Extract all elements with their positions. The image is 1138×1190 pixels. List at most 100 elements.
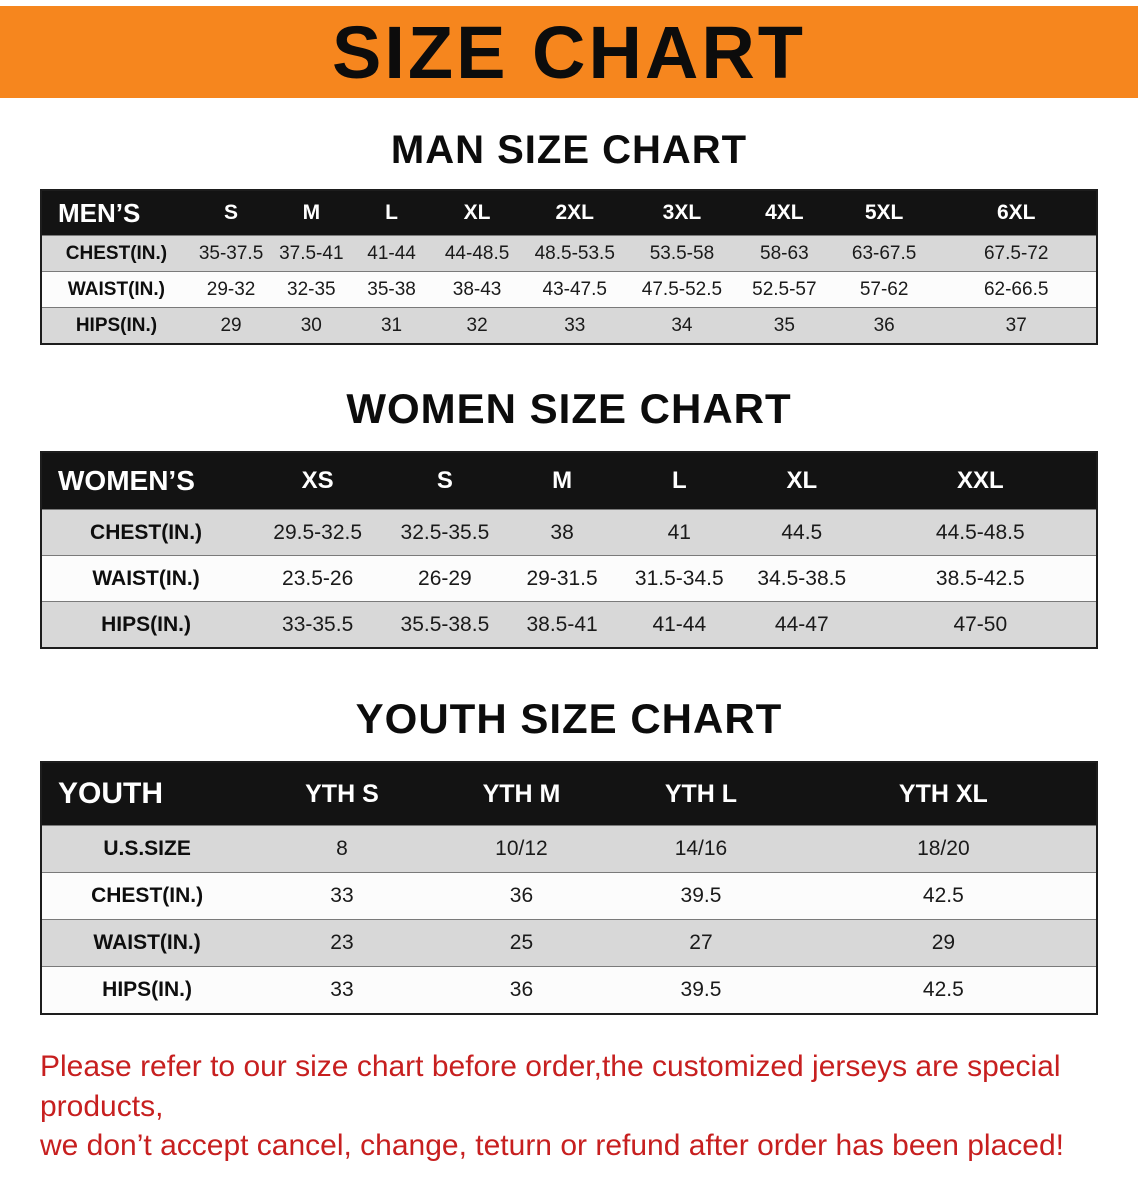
size-chart-page: SIZE CHART MAN SIZE CHART MEN’S S M L XL 2XL 3…: [0, 6, 1138, 1166]
size-cell: 52.5-57: [752, 278, 817, 300]
size-cell: 25: [509, 931, 534, 954]
size-cell: 10/12: [495, 837, 548, 860]
table-row: CHEST(IN.) 29.5-32.5 32.5-35.5 38 41 44.5 44.5…: [41, 509, 1097, 556]
col-header: XXL: [864, 452, 1097, 510]
col-header: YTH XL: [790, 762, 1097, 826]
col-header: 6XL: [936, 190, 1097, 236]
footer-notice: Please refer to our size chart before or…: [40, 1047, 1102, 1166]
col-header: 5XL: [831, 190, 937, 236]
size-cell: 63-67.5: [851, 242, 917, 264]
size-cell: 31.5-34.5: [634, 566, 724, 590]
col-header: 4XL: [736, 190, 832, 236]
women-header-label: WOMEN’S: [41, 452, 251, 510]
size-cell: 29: [931, 931, 956, 954]
size-cell: 44.5-48.5: [935, 520, 1025, 544]
size-cell: 36: [873, 314, 895, 336]
size-cell: 23.5-26: [282, 566, 354, 590]
size-cell: 36: [509, 884, 534, 907]
row-label: CHEST(IN.): [90, 520, 203, 544]
col-header: M: [271, 190, 352, 236]
col-header: 2XL: [522, 190, 628, 236]
row-label: WAIST(IN.): [67, 278, 166, 300]
col-header: XL: [431, 190, 523, 236]
women-table-header: WOMEN’S XS S M L XL XXL: [41, 452, 1097, 510]
youth-table-body: U.S.SIZE 8 10/12 14/16 18/20 CHEST(IN.) 33 36 39…: [41, 825, 1097, 1014]
youth-section-heading: YOUTH SIZE CHART: [355, 695, 783, 742]
women-table-body: CHEST(IN.) 29.5-32.5 32.5-35.5 38 41 44.5 44.5…: [41, 509, 1097, 648]
size-cell: 38: [550, 520, 574, 544]
col-header: S: [385, 452, 505, 510]
table-row: WAIST(IN.) 29-32 32-35 35-38 38-43 43-47.5 47.…: [41, 271, 1097, 308]
youth-table-header: YOUTH YTH S YTH M YTH L YTH XL: [41, 762, 1097, 826]
table-row: HIPS(IN.) 33-35.5 35.5-38.5 38.5-41 41-44 44-…: [41, 601, 1097, 648]
row-label: WAIST(IN.): [93, 931, 201, 954]
size-cell: 39.5: [680, 978, 722, 1001]
table-row: U.S.SIZE 8 10/12 14/16 18/20: [41, 825, 1097, 873]
size-cell: 29-32: [206, 278, 256, 300]
col-header: L: [619, 452, 739, 510]
row-label: HIPS(IN.): [102, 978, 193, 1001]
col-header: XL: [738, 452, 865, 510]
row-label: WAIST(IN.): [92, 566, 200, 590]
col-header: YTH L: [611, 762, 791, 826]
size-cell: 29.5-32.5: [273, 520, 363, 544]
size-cell: 42.5: [922, 884, 964, 907]
size-cell: 29-31.5: [526, 566, 598, 590]
row-label: HIPS(IN.): [101, 612, 191, 636]
row-label: CHEST(IN.): [91, 884, 204, 907]
size-cell: 35: [773, 314, 795, 336]
youth-section: YOUTH SIZE CHART YOUTH YTH S YTH M YTH L YTH…: [0, 649, 1138, 1015]
size-cell: 38.5-41: [526, 612, 598, 636]
size-cell: 48.5-53.5: [534, 242, 615, 264]
size-cell: 58-63: [760, 242, 809, 264]
size-cell: 33: [330, 884, 354, 907]
size-cell: 38-43: [452, 278, 502, 300]
women-size-table: WOMEN’S XS S M L XL XXL CHEST(IN.) 29.5-32.5 32.…: [40, 451, 1098, 649]
size-cell: 30: [300, 314, 322, 336]
men-header-row: MEN’S S M L XL 2XL 3XL 4XL 5XL 6XL: [41, 190, 1097, 236]
col-header: 3XL: [627, 190, 737, 236]
size-cell: 37.5-41: [279, 242, 344, 264]
size-cell: 27: [689, 931, 713, 954]
size-cell: 67.5-72: [983, 242, 1049, 264]
size-cell: 32-35: [287, 278, 336, 300]
size-cell: 33-35.5: [282, 612, 354, 636]
youth-size-table: YOUTH YTH S YTH M YTH L YTH XL U.S.SIZE 8 10/1…: [40, 761, 1098, 1015]
men-table-header: MEN’S S M L XL 2XL 3XL 4XL 5XL 6XL: [41, 190, 1097, 236]
men-section: MAN SIZE CHART MEN’S S M L XL 2XL 3XL 4XL 5XL 6XL…: [0, 98, 1138, 345]
col-header: YTH M: [431, 762, 612, 826]
size-cell: 33: [564, 314, 586, 336]
men-header-label: MEN’S: [41, 190, 191, 236]
banner: SIZE CHART: [0, 6, 1138, 98]
men-section-heading: MAN SIZE CHART: [390, 128, 748, 172]
col-header: YTH S: [252, 762, 432, 826]
size-cell: 47-50: [953, 612, 1008, 636]
col-header: M: [504, 452, 620, 510]
size-cell: 47.5-52.5: [641, 278, 723, 300]
size-cell: 44.5: [781, 520, 823, 544]
women-section: WOMEN SIZE CHART WOMEN’S XS S M L XL XXL CHEST…: [0, 345, 1138, 649]
table-row: WAIST(IN.) 23.5-26 26-29 29-31.5 31.5-34.5 34…: [41, 555, 1097, 602]
col-header: XS: [250, 452, 386, 510]
row-label: U.S.SIZE: [103, 837, 191, 860]
youth-header-label: YOUTH: [41, 762, 253, 826]
size-cell: 32.5-35.5: [400, 520, 490, 544]
size-cell: 35-38: [367, 278, 416, 300]
size-cell: 31: [380, 314, 403, 336]
size-cell: 18/20: [917, 837, 970, 860]
size-cell: 35.5-38.5: [400, 612, 490, 636]
row-label: CHEST(IN.): [65, 242, 168, 264]
table-row: WAIST(IN.) 23 25 27 29: [41, 919, 1097, 967]
size-cell: 14/16: [674, 837, 728, 860]
men-table-body: CHEST(IN.) 35-37.5 37.5-41 41-44 44-48.5 48.5…: [41, 235, 1097, 344]
col-header: L: [351, 190, 432, 236]
youth-header-row: YOUTH YTH S YTH M YTH L YTH XL: [41, 762, 1097, 826]
women-section-heading: WOMEN SIZE CHART: [346, 385, 792, 432]
size-cell: 32: [466, 314, 488, 336]
col-header: S: [190, 190, 272, 236]
size-cell: 41-44: [367, 242, 416, 264]
size-cell: 41: [667, 520, 691, 544]
table-row: CHEST(IN.) 35-37.5 37.5-41 41-44 44-48.5 48.5…: [41, 235, 1097, 272]
size-cell: 36: [509, 978, 534, 1001]
size-cell: 57-62: [859, 278, 909, 300]
